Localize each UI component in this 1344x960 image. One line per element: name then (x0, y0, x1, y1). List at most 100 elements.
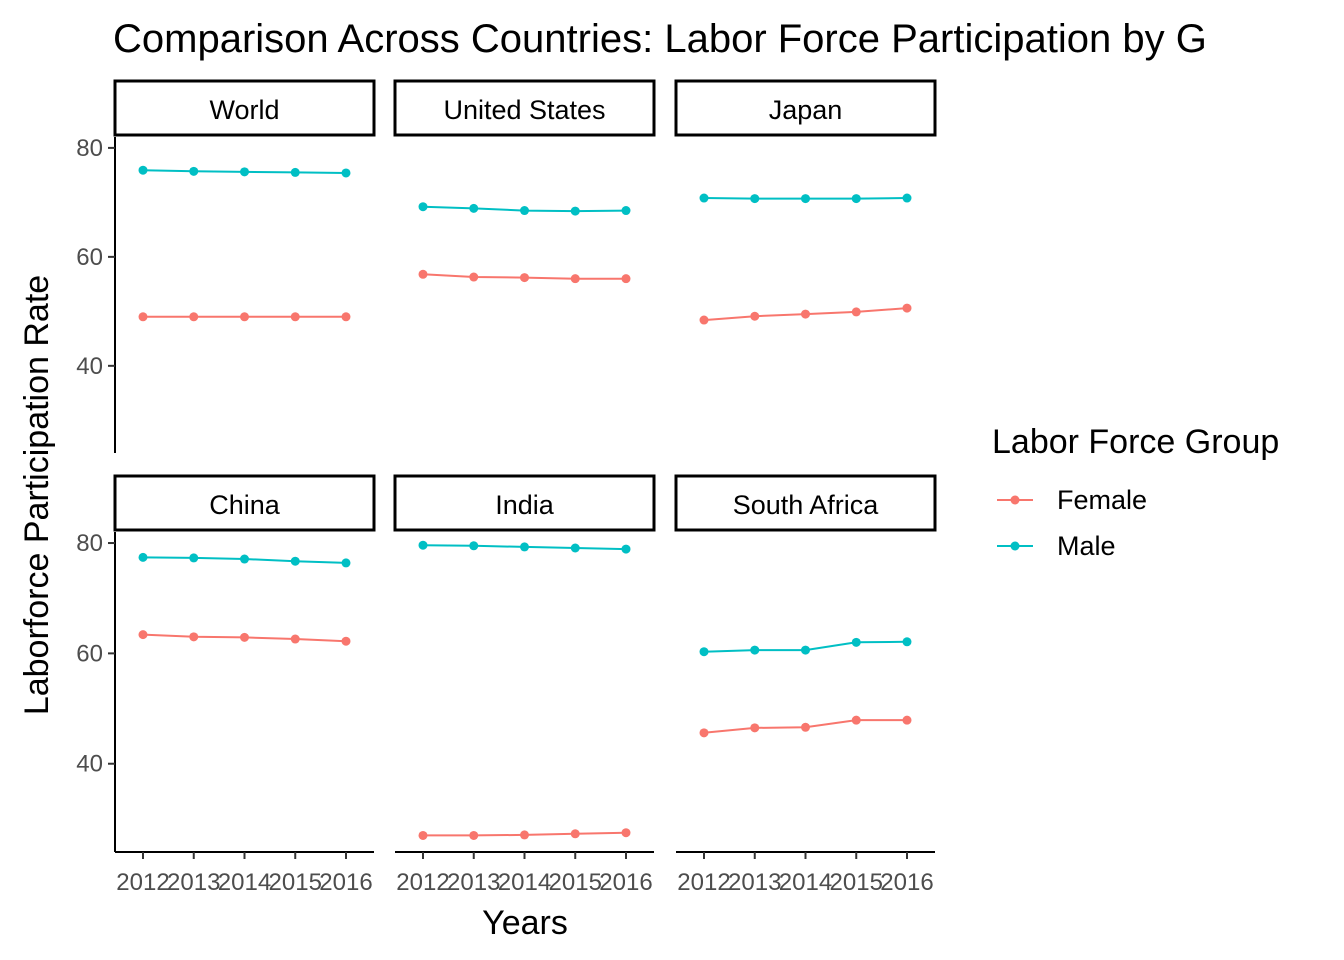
x-tick-label: 2016 (319, 869, 372, 896)
facet-strip (113, 474, 376, 532)
data-point-female (520, 273, 529, 283)
data-point-male (851, 637, 861, 647)
x-tick-label: 2013 (728, 869, 781, 896)
data-point-female (902, 303, 912, 313)
data-point-male (189, 553, 199, 563)
legend-key-point (1010, 495, 1020, 505)
data-point-female (469, 272, 479, 282)
facet-strip-label: United States (443, 95, 605, 125)
facet-strip-label: South Africa (733, 490, 880, 520)
facet-strip-label: India (495, 490, 555, 520)
facet-japan: Japan (674, 79, 937, 325)
x-tick-label: 2015 (269, 869, 322, 896)
data-point-female (341, 636, 351, 646)
facet-strip-label: Japan (769, 95, 843, 125)
x-tick-label: 2014 (498, 869, 551, 896)
facet-united-states: United States (393, 79, 656, 284)
data-point-female (902, 715, 912, 725)
x-tick-label: 2012 (396, 869, 449, 896)
facet-panels: World 40 60 80 United States Japan China 40 60 80… (76, 79, 937, 896)
data-point-female (801, 722, 810, 732)
x-tick-label: 2016 (599, 869, 652, 896)
legend: Labor Force Group Female Male (992, 423, 1279, 561)
data-point-female (418, 830, 428, 840)
data-point-female (138, 630, 148, 640)
y-tick-label: 60 (76, 244, 103, 271)
data-point-female (240, 632, 249, 642)
legend-label: Male (1057, 531, 1116, 561)
legend-key-point (1010, 541, 1020, 551)
data-point-female (570, 829, 580, 839)
data-point-male (570, 206, 580, 216)
x-tick-label: 2015 (549, 869, 602, 896)
y-tick-label: 60 (76, 640, 103, 667)
data-point-female (240, 312, 249, 322)
data-point-male (290, 167, 300, 177)
data-point-female (138, 312, 148, 322)
data-point-male (341, 168, 351, 178)
data-point-male (801, 645, 810, 655)
y-tick-label: 80 (76, 530, 103, 557)
x-tick-label: 2012 (677, 869, 730, 896)
data-point-male (621, 206, 631, 216)
x-tick-label: 2013 (167, 869, 220, 896)
data-point-female (290, 634, 300, 644)
data-point-male (570, 543, 580, 553)
data-point-male (902, 193, 912, 203)
data-point-male (621, 544, 631, 554)
data-point-male (341, 558, 351, 568)
data-point-male (189, 166, 199, 176)
facet-strip (113, 79, 376, 137)
x-axis-label: Years (482, 904, 568, 942)
x-tick-label: 2014 (218, 869, 271, 896)
facet-strip-label: China (209, 490, 281, 520)
data-point-female (750, 723, 760, 733)
legend-label: Female (1057, 485, 1147, 515)
data-point-male (699, 193, 709, 203)
facet-strip (674, 474, 937, 532)
data-point-male (138, 165, 148, 175)
x-tick-label: 2015 (830, 869, 883, 896)
data-point-female (189, 632, 199, 642)
data-point-female (341, 312, 351, 322)
facet-strip-label: World (209, 95, 279, 125)
data-point-female (621, 274, 631, 284)
data-point-female (851, 715, 861, 725)
legend-item-male: Male (997, 531, 1116, 561)
data-point-male (801, 194, 810, 204)
facet-strip (674, 79, 937, 137)
y-tick-label: 80 (76, 135, 103, 162)
data-point-female (699, 315, 709, 325)
data-point-female (520, 830, 529, 840)
data-point-male (520, 542, 529, 552)
data-point-male (699, 647, 709, 657)
y-axis-label: Laborforce Participation Rate (18, 275, 56, 715)
data-point-female (750, 311, 760, 321)
data-point-male (520, 206, 529, 216)
legend-item-female: Female (997, 485, 1147, 515)
chart-title: Comparison Across Countries: Labor Force… (113, 17, 1207, 61)
data-point-female (469, 830, 479, 840)
facet-world: World 40 60 80 (76, 79, 376, 453)
data-point-male (750, 194, 760, 204)
y-tick-label: 40 (76, 751, 103, 778)
data-point-female (189, 312, 199, 322)
x-tick-label: 2012 (116, 869, 169, 896)
data-point-male (240, 167, 249, 177)
data-point-male (138, 552, 148, 562)
x-tick-label: 2013 (447, 869, 500, 896)
data-point-male (902, 637, 912, 647)
y-tick-label: 40 (76, 353, 103, 380)
data-point-male (418, 540, 428, 550)
data-point-male (290, 556, 300, 566)
data-point-female (699, 728, 709, 738)
data-point-male (240, 554, 249, 564)
legend-title: Labor Force Group (992, 423, 1279, 461)
x-tick-label: 2016 (880, 869, 933, 896)
data-point-male (418, 202, 428, 212)
data-point-male (750, 645, 760, 655)
facet-strip (393, 474, 656, 532)
